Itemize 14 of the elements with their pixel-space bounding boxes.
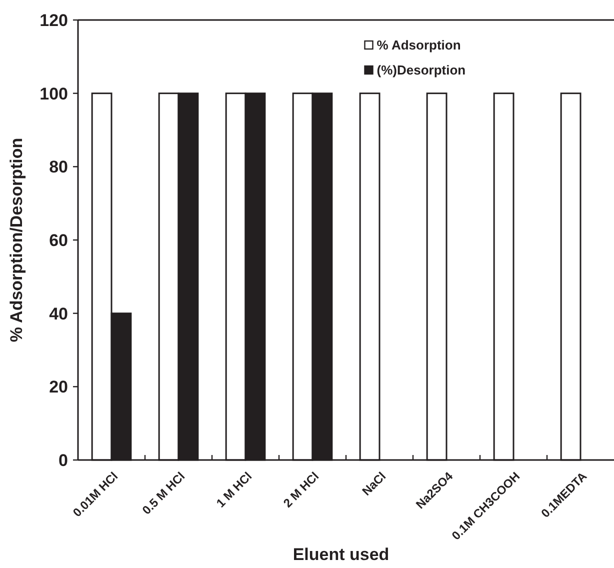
y-tick-label: 60 bbox=[49, 230, 68, 250]
y-tick-label: 20 bbox=[49, 378, 68, 397]
y-tick-label: 80 bbox=[49, 158, 68, 177]
x-axis-title: Eluent used bbox=[292, 545, 390, 564]
y-tick-label: 40 bbox=[49, 304, 68, 324]
x-tick-label: 2 M HCl bbox=[280, 469, 322, 510]
y-tick-label: 0 bbox=[58, 450, 68, 470]
legend-label: (%)Desorption bbox=[376, 62, 466, 78]
y-tick-label: 120 bbox=[40, 10, 68, 30]
legend-label: % Adsorption bbox=[376, 38, 461, 53]
y-axis-title: % Adsorption/Desorption bbox=[7, 138, 26, 342]
x-tick-label: 1 M HCl bbox=[214, 469, 255, 510]
y-tick-label: 100 bbox=[40, 84, 68, 104]
x-tick-label: 0.5 M HCl bbox=[139, 469, 188, 518]
